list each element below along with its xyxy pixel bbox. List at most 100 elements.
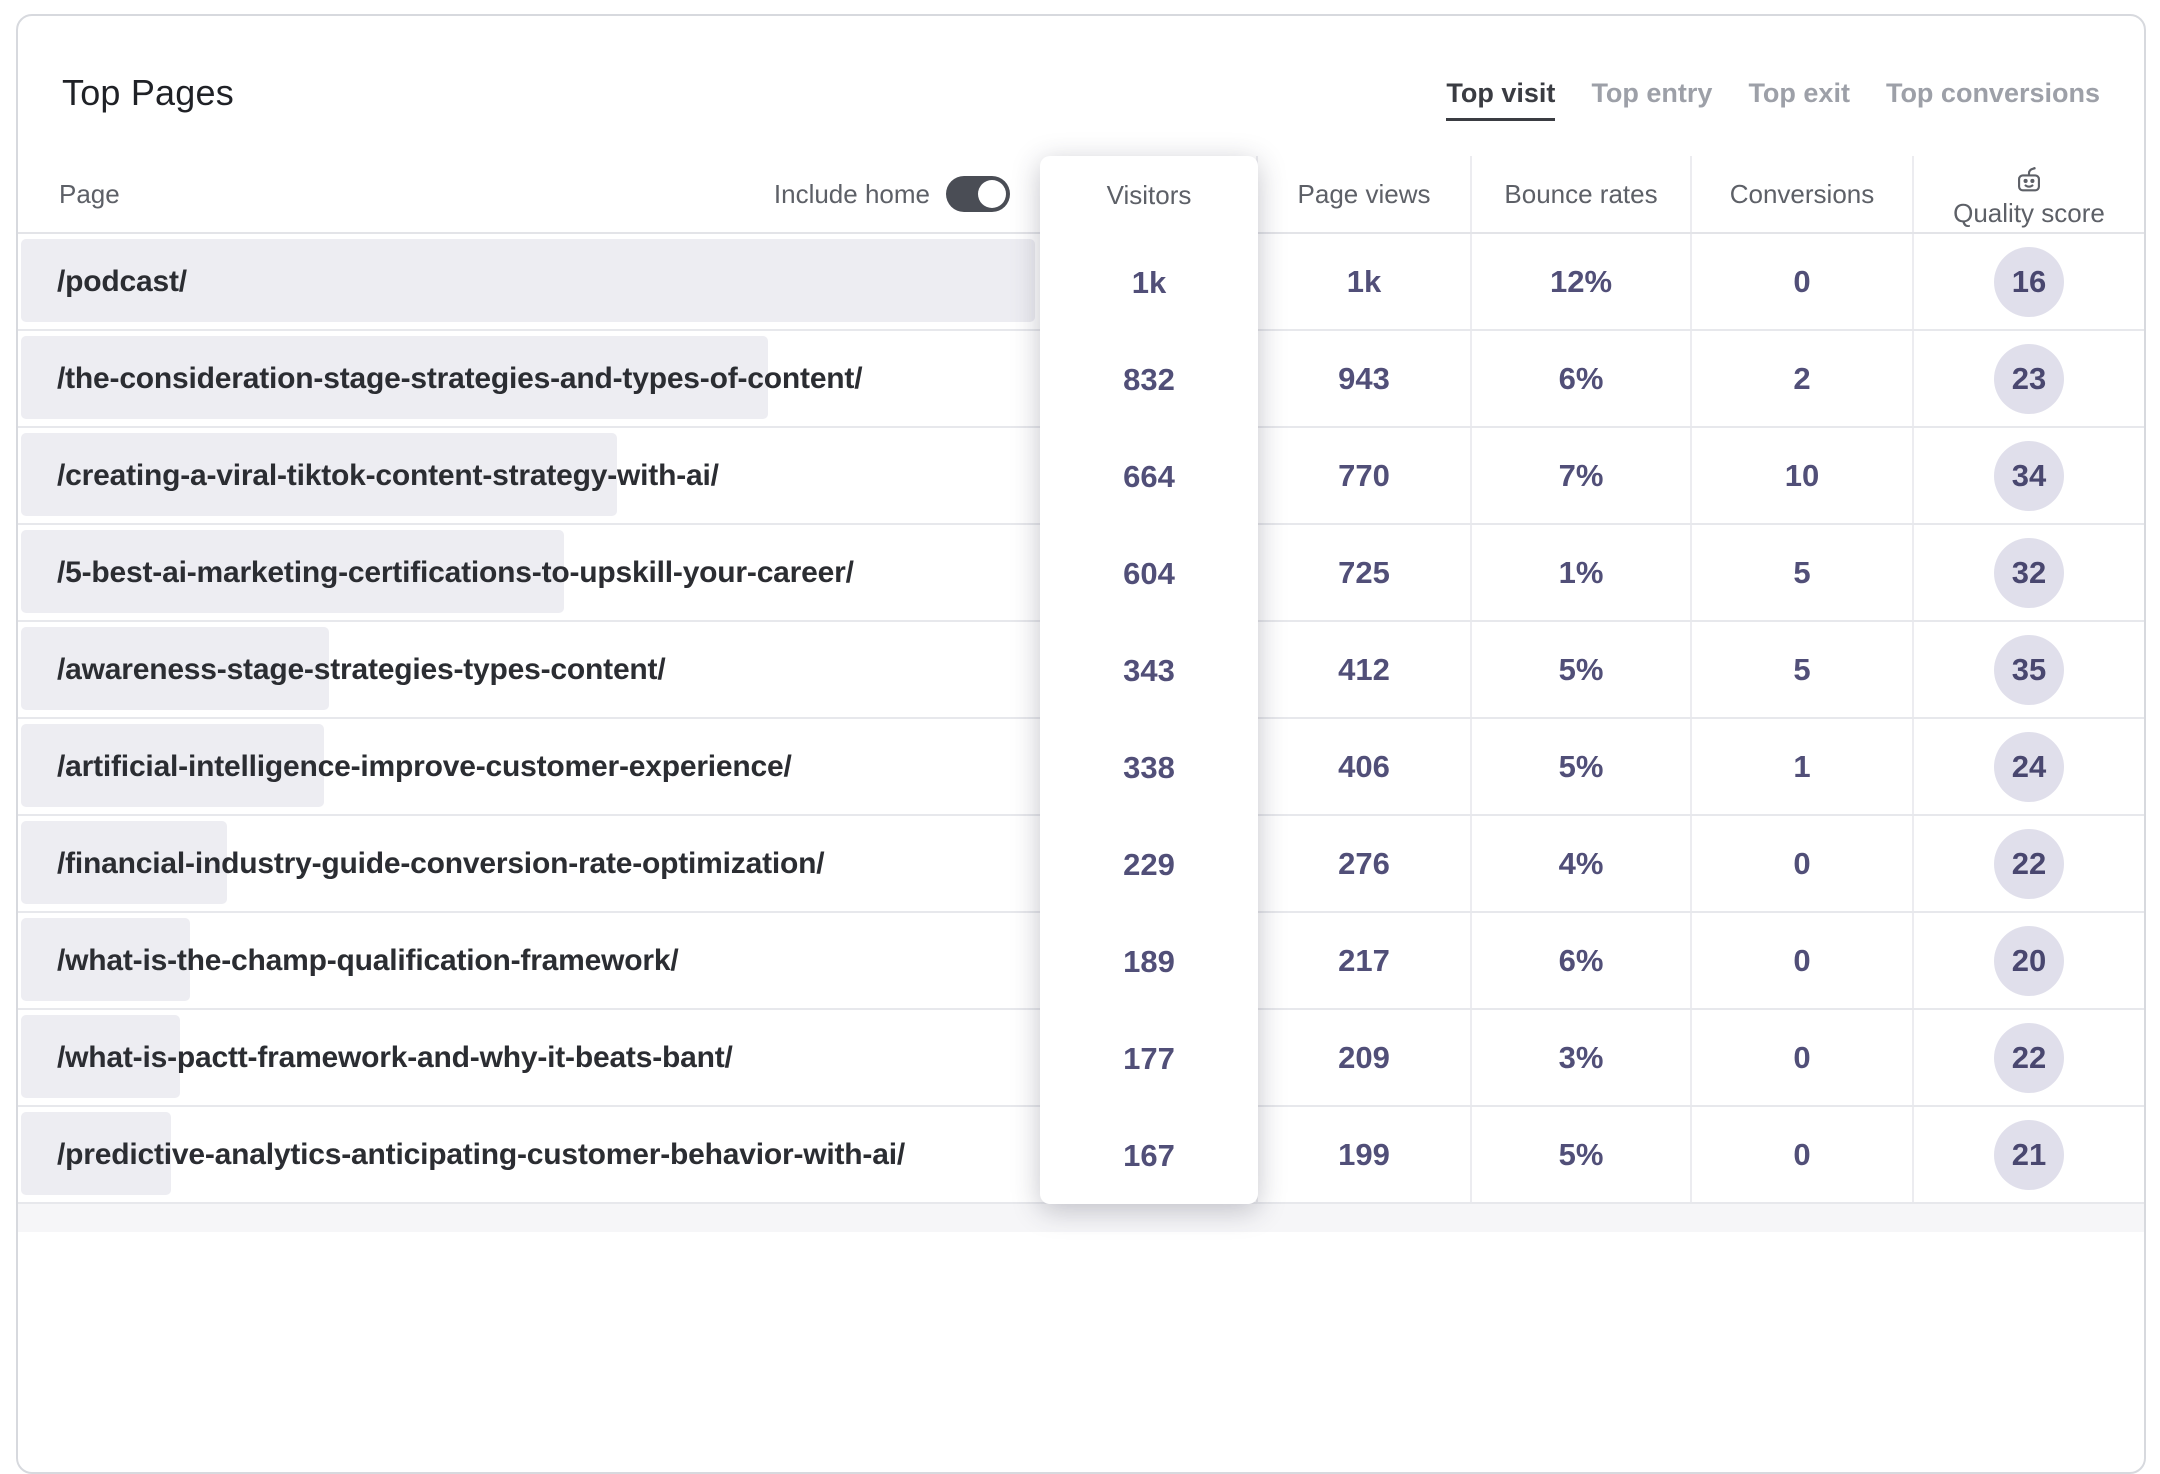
- page-cell: /podcast/: [18, 234, 1038, 329]
- conversions-value: 5: [1690, 622, 1912, 717]
- quality-score-badge: 24: [1994, 731, 2064, 802]
- page-path: /what-is-the-champ-qualification-framewo…: [57, 943, 679, 977]
- visitors-bar: [21, 433, 617, 516]
- card-header: Top Pages Top visit Top entry Top exit T…: [18, 16, 2144, 156]
- page-path: /awareness-stage-strategies-types-conten…: [57, 652, 666, 686]
- page-views-value: 209: [1256, 1010, 1470, 1105]
- page-cell: /5-best-ai-marketing-certifications-to-u…: [18, 525, 1038, 620]
- visitors-value: 832: [1123, 361, 1175, 397]
- quality-score-cell: 20: [1912, 913, 2144, 1008]
- visitors-value: 604: [1123, 555, 1175, 591]
- page-views-value: 725: [1256, 525, 1470, 620]
- quality-score-badge: 22: [1994, 1022, 2064, 1093]
- page-path: /financial-industry-guide-conversion-rat…: [57, 846, 825, 880]
- quality-score-badge: 16: [1994, 246, 2064, 317]
- conversions-value: 0: [1690, 816, 1912, 911]
- bounce-rate-value: 4%: [1470, 816, 1690, 911]
- visitors-bar: [21, 1112, 171, 1195]
- page-views-value: 406: [1256, 719, 1470, 814]
- toggle-knob: [978, 180, 1006, 208]
- page-cell: /what-is-pactt-framework-and-why-it-beat…: [18, 1010, 1038, 1105]
- conversions-value: 2: [1690, 331, 1912, 426]
- conversions-value: 0: [1690, 913, 1912, 1008]
- page-cell: /awareness-stage-strategies-types-conten…: [18, 622, 1038, 717]
- bounce-rate-value: 6%: [1470, 331, 1690, 426]
- quality-score-badge: 21: [1994, 1119, 2064, 1190]
- visitors-value: 338: [1123, 749, 1175, 785]
- report-tab[interactable]: Top conversions: [1885, 78, 2100, 108]
- include-home-toggle[interactable]: [946, 176, 1010, 212]
- page-cell: /financial-industry-guide-conversion-rat…: [18, 816, 1038, 911]
- page-column-label: Page: [59, 178, 120, 209]
- bounce-rate-value: 5%: [1470, 1107, 1690, 1202]
- visitors-value: 189: [1123, 943, 1175, 979]
- report-tab[interactable]: Top exit: [1748, 78, 1850, 108]
- quality-score-badge: 32: [1994, 537, 2064, 608]
- include-home-label: Include home: [773, 178, 930, 209]
- page-path: /the-consideration-stage-strategies-and-…: [57, 361, 863, 395]
- table-body: /podcast/ 1k 12% 0 16 /the-consideration…: [18, 234, 2144, 1204]
- quality-score-cell: 24: [1912, 719, 2144, 814]
- visitors-value: 177: [1123, 1040, 1175, 1076]
- quality-score-badge: 23: [1994, 343, 2064, 414]
- page-cell: /artificial-intelligence-improve-custome…: [18, 719, 1038, 814]
- table-row[interactable]: /financial-industry-guide-conversion-rat…: [18, 816, 2144, 913]
- column-header-quality-score: Quality score: [1912, 156, 2144, 232]
- bounce-rate-value: 3%: [1470, 1010, 1690, 1105]
- report-tab[interactable]: Top entry: [1591, 78, 1713, 108]
- page-path: /what-is-pactt-framework-and-why-it-beat…: [57, 1040, 733, 1074]
- visitors-value: 167: [1123, 1137, 1175, 1173]
- quality-score-label: Quality score: [1953, 197, 2105, 228]
- conversions-value: 0: [1690, 1107, 1912, 1202]
- page-title: Top Pages: [62, 72, 234, 113]
- conversions-value: 5: [1690, 525, 1912, 620]
- quality-score-badge: 22: [1994, 828, 2064, 899]
- report-tab[interactable]: Top visit: [1446, 78, 1556, 121]
- quality-score-badge: 20: [1994, 925, 2064, 996]
- top-pages-card: Top Pages Top visit Top entry Top exit T…: [16, 14, 2146, 1474]
- quality-score-cell: 23: [1912, 331, 2144, 426]
- column-header-page: Page Include home: [18, 156, 1038, 232]
- robot-icon: [2018, 166, 2040, 191]
- visitors-bar: [21, 821, 228, 904]
- visitors-bar: [21, 239, 1035, 322]
- column-header-conversions: Conversions: [1690, 156, 1912, 232]
- visitors-bar: [21, 336, 768, 419]
- page-cell: /what-is-the-champ-qualification-framewo…: [18, 913, 1038, 1008]
- visitors-value: 229: [1123, 846, 1175, 882]
- include-home-control: Include home: [774, 176, 1010, 212]
- table-row[interactable]: /podcast/ 1k 12% 0 16: [18, 234, 2144, 331]
- page-path: /predictive-analytics-anticipating-custo…: [57, 1137, 905, 1171]
- quality-score-cell: 16: [1912, 234, 2144, 329]
- conversions-value: 0: [1690, 1010, 1912, 1105]
- next-row-hint: [18, 1204, 2144, 1232]
- bounce-rate-value: 7%: [1470, 428, 1690, 523]
- quality-score-badge: 35: [1994, 634, 2064, 705]
- page-path: /podcast/: [57, 264, 187, 298]
- page-views-value: 217: [1256, 913, 1470, 1008]
- visitors-panel: Visitors 1k 832 664 604 343 338 229 189 …: [1040, 156, 1258, 1204]
- visitors-bar: [21, 1015, 181, 1098]
- quality-score-cell: 32: [1912, 525, 2144, 620]
- table-row[interactable]: /predictive-analytics-anticipating-custo…: [18, 1107, 2144, 1204]
- quality-score-cell: 22: [1912, 1010, 2144, 1105]
- quality-score-cell: 21: [1912, 1107, 2144, 1202]
- bounce-rate-value: 12%: [1470, 234, 1690, 329]
- visitors-value: 1k: [1131, 264, 1167, 300]
- quality-score-cell: 22: [1912, 816, 2144, 911]
- page-path: /artificial-intelligence-improve-custome…: [57, 749, 792, 783]
- column-header-bounce-rates: Bounce rates: [1470, 156, 1690, 232]
- page-views-value: 1k: [1256, 234, 1470, 329]
- table-row[interactable]: /creating-a-viral-tiktok-content-strateg…: [18, 428, 2144, 525]
- column-header-visitors: Visitors: [1106, 179, 1192, 210]
- visitors-value: 664: [1123, 458, 1175, 494]
- conversions-value: 1: [1690, 719, 1912, 814]
- visitors-bar: [21, 724, 324, 807]
- quality-score-cell: 34: [1912, 428, 2144, 523]
- bounce-rate-value: 5%: [1470, 622, 1690, 717]
- page-cell: /the-consideration-stage-strategies-and-…: [18, 331, 1038, 426]
- quality-score-cell: 35: [1912, 622, 2144, 717]
- conversions-value: 0: [1690, 234, 1912, 329]
- bounce-rate-value: 5%: [1470, 719, 1690, 814]
- table-row[interactable]: /what-is-pactt-framework-and-why-it-beat…: [18, 1010, 2144, 1107]
